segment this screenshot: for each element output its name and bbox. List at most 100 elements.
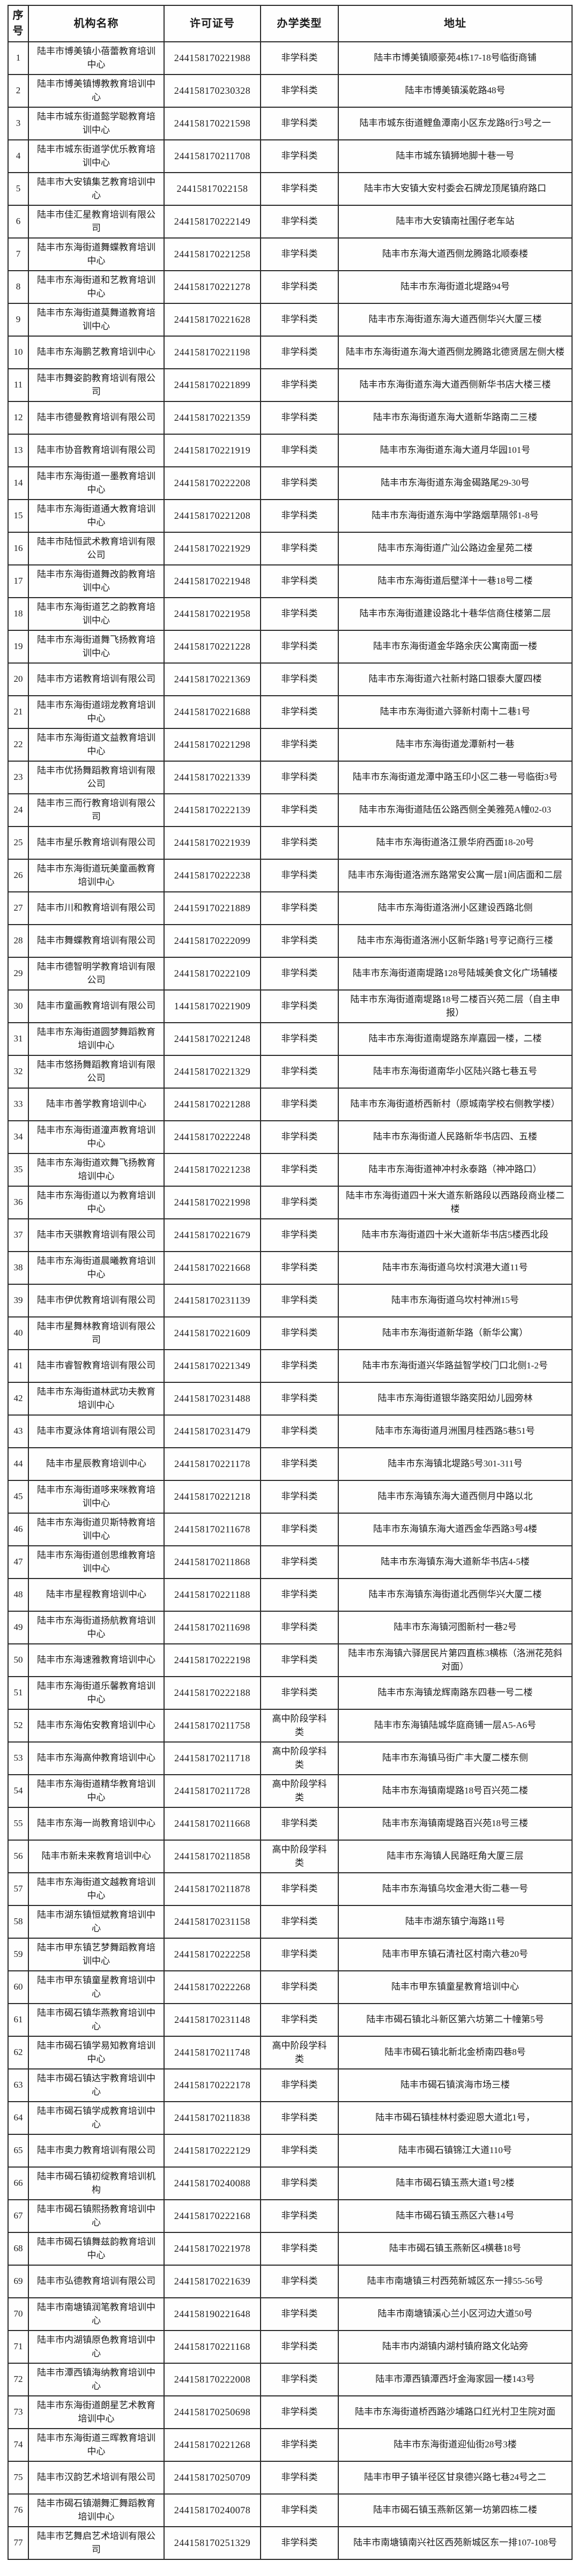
table-row: 65 陆丰市奥力教育培训有限公司 244158170222129 非学科类 陆丰市碣石镇… bbox=[8, 2134, 573, 2168]
row-number-cell: 10 bbox=[8, 336, 29, 369]
school-type-cell: 非学科类 bbox=[260, 2232, 339, 2266]
school-type-cell: 非学科类 bbox=[260, 1349, 339, 1383]
row-number-cell: 60 bbox=[8, 1970, 29, 2004]
row-number-cell: 1 bbox=[8, 41, 29, 75]
school-type-cell: 非学科类 bbox=[260, 1480, 339, 1514]
school-type-cell: 非学科类 bbox=[260, 859, 339, 892]
school-type-cell: 非学科类 bbox=[260, 1905, 339, 1939]
school-type-cell: 非学科类 bbox=[260, 1088, 339, 1121]
address-cell: 陆丰市东海街道桥西新村（原城南学校右侧教学楼） bbox=[338, 1088, 573, 1121]
address-cell: 陆丰市东海街道神冲村永泰路（神冲路口） bbox=[338, 1153, 573, 1187]
school-type-cell: 非学科类 bbox=[260, 891, 339, 925]
school-type-cell: 非学科类 bbox=[260, 1022, 339, 1056]
institution-name-cell: 陆丰市大安镇集艺教育培训中心 bbox=[28, 172, 165, 206]
school-type-cell: 非学科类 bbox=[260, 336, 339, 369]
address-cell: 陆丰市东海街道迎仙街28号3楼 bbox=[338, 2428, 573, 2462]
row-number-cell: 64 bbox=[8, 2101, 29, 2135]
address-cell: 陆丰市碣石镇桂林村委迎恩大道北1号， bbox=[338, 2101, 573, 2135]
row-number-cell: 21 bbox=[8, 695, 29, 729]
license-number-cell: 244158170211838 bbox=[164, 2101, 261, 2135]
row-number-cell: 54 bbox=[8, 1774, 29, 1808]
institution-name-cell: 陆丰市星舞林教育培训有限公司 bbox=[28, 1316, 165, 1350]
institution-name-cell: 陆丰市碣石镇初绽教育培训机构 bbox=[28, 2166, 165, 2200]
license-number-cell: 244158170221628 bbox=[164, 303, 261, 337]
school-type-cell: 高中阶段学科类 bbox=[260, 1709, 339, 1743]
address-cell: 陆丰市碣石镇北斗新区第六坊第二十幢第5号 bbox=[338, 2003, 573, 2037]
table-row: 6 陆丰市佳汇星教育培训有限公司 244158170222149 非学科类 陆丰市大安镇… bbox=[8, 205, 573, 239]
license-number-cell: 244158170222168 bbox=[164, 2199, 261, 2233]
institution-name-cell: 陆丰市新未来教育培训中心 bbox=[28, 1840, 165, 1873]
license-number-cell: 244158170222208 bbox=[164, 466, 261, 500]
address-cell: 陆丰市东海街道洛洲小区建设西路北侧 bbox=[338, 891, 573, 925]
row-number-cell: 36 bbox=[8, 1186, 29, 1219]
address-cell: 陆丰市东海街道东海大道月华园101号 bbox=[338, 434, 573, 467]
institution-name-cell: 陆丰市东海街道贝斯特教育培训中心 bbox=[28, 1513, 165, 1546]
address-cell: 陆丰市潭西镇潭西圩金海家园一楼143号 bbox=[338, 2363, 573, 2396]
row-number-cell: 44 bbox=[8, 1447, 29, 1481]
row-number-cell: 45 bbox=[8, 1480, 29, 1514]
institution-name-cell: 陆丰市城东街道学优乐教育培训中心 bbox=[28, 139, 165, 173]
school-type-cell: 非学科类 bbox=[260, 1545, 339, 1579]
license-number-cell: 244158170221298 bbox=[164, 728, 261, 762]
school-type-cell: 非学科类 bbox=[260, 107, 339, 140]
row-number-cell: 17 bbox=[8, 564, 29, 598]
row-number-cell: 59 bbox=[8, 1938, 29, 1971]
table-row: 47 陆丰市东海街道创思维教育培训中心 244158170211868 非学科类 陆丰市… bbox=[8, 1545, 573, 1579]
institution-name-cell: 陆丰市汉韵艺术培训有限公司 bbox=[28, 2461, 165, 2495]
license-number-cell: 244158170222129 bbox=[164, 2134, 261, 2168]
table-row: 8 陆丰市东海街道和艺教育培训中心 244158170221278 非学科类 陆丰市东海… bbox=[8, 270, 573, 304]
row-number-cell: 25 bbox=[8, 826, 29, 860]
institution-name-cell: 陆丰市东海街道莫舞道教育培训中心 bbox=[28, 303, 165, 337]
table-row: 60 陆丰市甲东镇童星教育培训中心 244158170222268 非学科类 陆丰市甲东… bbox=[8, 1970, 573, 2004]
license-number-cell: 244158170222008 bbox=[164, 2363, 261, 2396]
institution-name-cell: 陆丰市东海街道舞飞扬教育培训中心 bbox=[28, 630, 165, 664]
school-type-cell: 非学科类 bbox=[260, 41, 339, 75]
school-type-cell: 非学科类 bbox=[260, 1153, 339, 1187]
license-number-cell: 244158170221948 bbox=[164, 564, 261, 598]
license-number-cell: 244158170221929 bbox=[164, 532, 261, 565]
table-row: 73 陆丰市东海街道朗星艺术教育培训中心 244158170250698 非学科类 陆丰… bbox=[8, 2395, 573, 2429]
institution-name-cell: 陆丰市东海佑安教育培训中心 bbox=[28, 1709, 165, 1743]
school-type-cell: 高中阶段学科类 bbox=[260, 1741, 339, 1775]
table-body: 1 陆丰市博美镇小蓓蕾教育培训中心 244158170221988 非学科类 陆丰市博美… bbox=[8, 41, 573, 2560]
institution-name-cell: 陆丰市东海街道精华教育培训中心 bbox=[28, 1774, 165, 1808]
row-number-cell: 62 bbox=[8, 2036, 29, 2069]
institution-name-cell: 陆丰市东海街道舞蝶教育培训中心 bbox=[28, 237, 165, 271]
table-row: 42 陆丰市东海街道林武功夫教育培训中心 244158170231488 非学科类 陆丰… bbox=[8, 1382, 573, 1416]
table-row: 52 陆丰市东海佑安教育培训中心 244158170211758 高中阶段学科类 陆丰市… bbox=[8, 1709, 573, 1743]
institution-name-cell: 陆丰市夏泳体育培训有限公司 bbox=[28, 1414, 165, 1448]
table-row: 24 陆丰市三而行教育培训有限公司 244158170222139 非学科类 陆丰市东海… bbox=[8, 793, 573, 827]
table-row: 21 陆丰市东海街道翊龙教育培训中心 244158170221688 非学科类 陆丰市东… bbox=[8, 695, 573, 729]
license-number-cell: 244158170221639 bbox=[164, 2265, 261, 2298]
institution-name-cell: 陆丰市东海街道文越教育培训中心 bbox=[28, 1872, 165, 1906]
institution-name-cell: 陆丰市碣石镇华燕教育培训中心 bbox=[28, 2003, 165, 2037]
institution-name-cell: 陆丰市东海街道以为教育培训中心 bbox=[28, 1186, 165, 1219]
row-number-cell: 72 bbox=[8, 2363, 29, 2396]
row-number-cell: 7 bbox=[8, 237, 29, 271]
address-cell: 陆丰市碣石镇锦江大道110号 bbox=[338, 2134, 573, 2168]
table-row: 26 陆丰市东海街道玩美童画教育培训中心 244158170222238 非学科类 陆丰… bbox=[8, 859, 573, 892]
license-number-cell: 244158170221288 bbox=[164, 1088, 261, 1121]
school-type-cell: 非学科类 bbox=[260, 1316, 339, 1350]
address-cell: 陆丰市东海街道四十米大道新华书店5楼西北段 bbox=[338, 1218, 573, 1252]
school-type-cell: 非学科类 bbox=[260, 466, 339, 500]
license-number-cell: 244158170221899 bbox=[164, 368, 261, 402]
row-number-cell: 12 bbox=[8, 401, 29, 435]
table-row: 45 陆丰市东海街道哆来咪教育培训中心 244158170221218 非学科类 陆丰市… bbox=[8, 1480, 573, 1514]
institution-name-cell: 陆丰市东海街道和艺教育培训中心 bbox=[28, 270, 165, 304]
table-row: 31 陆丰市东海街道圆梦舞蹈教育培训中心 244158170221248 非学科类 陆丰… bbox=[8, 1022, 573, 1056]
address-cell: 陆丰市东海街道人民路新华书店四、五楼 bbox=[338, 1120, 573, 1154]
table-row: 1 陆丰市博美镇小蓓蕾教育培训中心 244158170221988 非学科类 陆丰市博美… bbox=[8, 41, 573, 75]
institution-name-cell: 陆丰市悠扬舞蹈教育培训有限公司 bbox=[28, 1055, 165, 1089]
row-number-cell: 4 bbox=[8, 139, 29, 173]
institution-name-cell: 陆丰市睿智教育培训有限公司 bbox=[28, 1349, 165, 1383]
address-cell: 陆丰市东海街道洛江景华府西面18-20号 bbox=[338, 826, 573, 860]
address-cell: 陆丰市东海街道龙潭新村一巷 bbox=[338, 728, 573, 762]
school-type-cell: 非学科类 bbox=[260, 989, 339, 1023]
institution-name-cell: 陆丰市碣石镇潮舞汇舞蹈教育培训中心 bbox=[28, 2493, 165, 2527]
row-number-cell: 41 bbox=[8, 1349, 29, 1383]
license-number-cell: 244158170221218 bbox=[164, 1480, 261, 1514]
address-cell: 陆丰市东海镇北堤路5号301-311号 bbox=[338, 1447, 573, 1481]
address-cell: 陆丰市东海街道六驿新村南十二巷1号 bbox=[338, 695, 573, 729]
